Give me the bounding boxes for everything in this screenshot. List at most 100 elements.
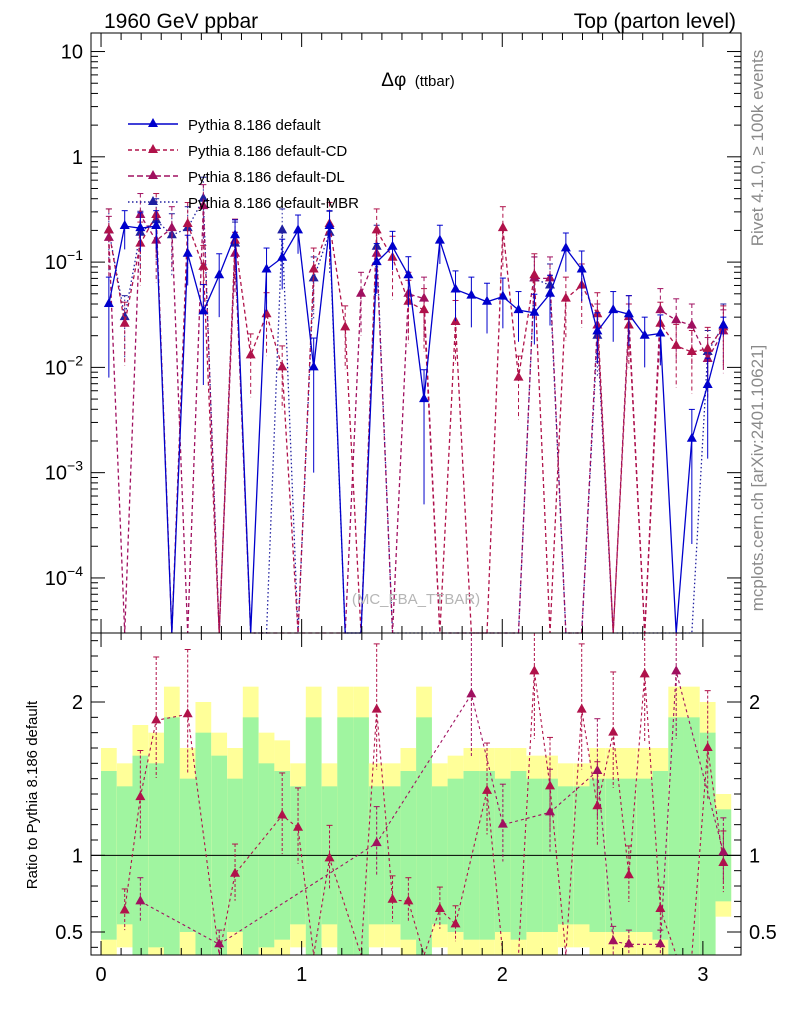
ratio-point-marker bbox=[293, 821, 304, 831]
main-ytick-base: 10 bbox=[45, 463, 67, 485]
data-point-marker bbox=[419, 393, 430, 403]
data-point-marker bbox=[686, 319, 697, 329]
data-point-marker bbox=[103, 297, 114, 307]
ratio-point-marker bbox=[403, 895, 414, 905]
ratio-point-marker bbox=[702, 742, 713, 751]
main-series-layer bbox=[103, 176, 729, 634]
data-point-marker bbox=[592, 325, 603, 335]
data-point-marker bbox=[103, 224, 114, 234]
ratio-point-marker bbox=[576, 703, 587, 713]
ratio-ytick-label-right: 1 bbox=[749, 845, 760, 867]
legend: Pythia 8.186 default Pythia 8.186 defaul… bbox=[128, 117, 359, 212]
plot-title-text: (ttbar) bbox=[415, 73, 455, 90]
data-point-marker bbox=[230, 229, 241, 239]
legend-label-default: Pythia 8.186 default bbox=[188, 117, 321, 134]
main-ytick-label: 10−3 bbox=[45, 458, 83, 485]
ratio-point-marker bbox=[671, 665, 682, 675]
source-label: mcplots.cern.ch [arXiv:2401.10621] bbox=[748, 345, 767, 611]
analysis-label: (MC_FBA_TTBAR) bbox=[352, 591, 480, 608]
ratio-point-marker bbox=[135, 895, 146, 905]
ratio-ytick-label: 2 bbox=[72, 692, 83, 714]
band-green bbox=[416, 717, 432, 955]
data-point-marker bbox=[103, 231, 114, 241]
main-ytick-base: 10 bbox=[45, 568, 67, 590]
legend-entry-default: Pythia 8.186 default bbox=[128, 117, 321, 134]
ratio-y-axis-label: Ratio to Pythia 8.186 default bbox=[24, 700, 41, 889]
data-point-marker bbox=[450, 283, 461, 293]
data-point-marker bbox=[119, 317, 130, 327]
legend-label-dl: Pythia 8.186 default-DL bbox=[188, 169, 345, 186]
data-point-marker bbox=[198, 305, 209, 315]
data-point-marker bbox=[277, 361, 288, 371]
main-ytick-base: 10 bbox=[45, 357, 67, 379]
data-point-marker bbox=[434, 234, 445, 244]
legend-entry-cd: Pythia 8.186 default-CD bbox=[128, 143, 347, 160]
ratio-point-marker bbox=[151, 714, 162, 724]
series-pythia-8-186-default bbox=[103, 210, 729, 634]
data-point-marker bbox=[198, 260, 209, 270]
data-point-marker bbox=[545, 287, 556, 297]
legend-marker-default bbox=[148, 118, 158, 127]
data-point-marker bbox=[718, 319, 729, 329]
data-point-marker bbox=[261, 263, 272, 273]
band-green bbox=[683, 717, 700, 955]
data-point-marker bbox=[671, 314, 682, 324]
data-point-marker bbox=[671, 339, 682, 349]
series-line bbox=[108, 206, 724, 634]
main-ytick-exp: −4 bbox=[67, 563, 83, 579]
main-ytick-exp: −2 bbox=[67, 352, 83, 368]
ratio-point-marker bbox=[623, 938, 634, 948]
data-point-marker bbox=[308, 361, 319, 371]
ratio-point-marker bbox=[718, 846, 729, 856]
data-point-marker bbox=[214, 269, 225, 279]
ratio-uncertainty-bands bbox=[91, 686, 741, 955]
data-point-marker bbox=[513, 371, 524, 381]
data-point-marker bbox=[340, 321, 351, 331]
ratio-point-marker bbox=[230, 867, 241, 877]
ratio-point-marker bbox=[529, 665, 540, 675]
ratio-point-marker bbox=[655, 903, 666, 912]
data-point-marker bbox=[151, 220, 162, 230]
data-point-marker bbox=[513, 304, 524, 314]
series-pythia-8-186-default-mbr bbox=[103, 176, 729, 634]
band-green bbox=[305, 717, 322, 955]
ratio-point-marker bbox=[387, 893, 398, 903]
data-point-marker bbox=[277, 224, 288, 234]
data-point-marker bbox=[529, 269, 540, 279]
data-point-marker bbox=[702, 342, 713, 352]
legend-entry-mbr: Pythia 8.186 default-MBR bbox=[128, 195, 359, 212]
data-point-marker bbox=[560, 242, 571, 252]
ratio-xtick-label: 1 bbox=[296, 964, 307, 986]
data-point-marker bbox=[560, 292, 571, 302]
data-point-marker bbox=[371, 224, 382, 234]
main-ytick-label: 10−4 bbox=[45, 563, 83, 590]
main-ytick-label: 1 bbox=[72, 147, 83, 169]
ratio-axis-ticks: 0.5 0.5 1 1 2 2 0 1 2 3 bbox=[55, 633, 777, 986]
legend-marker-mbr bbox=[148, 196, 158, 205]
data-point-marker bbox=[371, 256, 382, 266]
ratio-point-marker bbox=[371, 837, 382, 847]
ratio-series-pythia-8-186-default-dl bbox=[135, 632, 729, 955]
data-point-marker bbox=[576, 263, 587, 273]
band-green bbox=[242, 717, 259, 955]
band-green bbox=[337, 717, 354, 955]
ratio-ytick-label-right: 2 bbox=[749, 692, 760, 714]
ratio-point-marker bbox=[119, 904, 130, 914]
ratio-point-marker bbox=[623, 869, 634, 879]
rivet-version-label: Rivet 4.1.0, ≥ 100k events bbox=[748, 50, 767, 246]
data-point-marker bbox=[686, 432, 697, 442]
data-point-marker bbox=[419, 304, 430, 314]
ratio-point-marker bbox=[608, 726, 619, 736]
main-ytick-base: 10 bbox=[61, 42, 83, 64]
data-point-marker bbox=[308, 263, 319, 273]
band-green bbox=[668, 717, 685, 955]
ratio-point-marker bbox=[277, 809, 288, 819]
header-right: Top (parton level) bbox=[574, 10, 736, 33]
ratio-point-marker bbox=[434, 903, 445, 912]
data-point-marker bbox=[356, 287, 367, 297]
ratio-plot-panel: 0.5 0.5 1 1 2 2 0 1 2 3 Ratio to Pythia 8.186 def… bbox=[24, 632, 777, 986]
main-ytick-label: 10 bbox=[61, 42, 83, 64]
plot-title: Δφ (ttbar) bbox=[381, 70, 454, 91]
